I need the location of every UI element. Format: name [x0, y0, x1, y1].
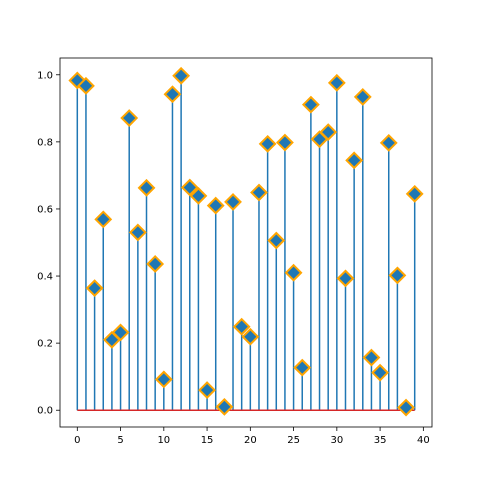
stem-marker	[172, 66, 191, 85]
stem-marker	[284, 263, 303, 282]
x-tick-label: 40	[417, 435, 430, 446]
x-tick-label: 30	[330, 435, 343, 446]
stem-marker	[250, 183, 268, 202]
stem-marker	[276, 133, 294, 152]
y-tick-label: 0.8	[37, 137, 53, 148]
y-tick-label: 0.4	[37, 272, 53, 283]
stem-marker	[345, 151, 364, 170]
stem-marker	[353, 87, 372, 106]
stem-marker	[293, 358, 312, 377]
x-tick-label: 10	[157, 435, 170, 446]
y-axis-ticks: 0.0 0.2 0.4 0.6 0.8 1.0	[37, 70, 60, 417]
stem-marker	[146, 255, 165, 273]
y-tick-label: 0.0	[37, 406, 53, 417]
stem-marker	[405, 184, 424, 203]
stem-marker	[206, 196, 225, 215]
stem-marker	[120, 109, 139, 127]
stem-marker	[362, 348, 381, 367]
stem-marker	[224, 192, 242, 211]
stem-marker	[319, 123, 338, 142]
x-tick-label: 25	[287, 435, 300, 446]
stem-marker	[94, 210, 113, 229]
stem-marker	[154, 370, 173, 389]
axes-frame	[59, 57, 433, 428]
stem-marker	[198, 381, 216, 400]
x-tick-label: 35	[374, 435, 387, 446]
stem-lines	[76, 75, 416, 411]
x-tick-label: 5	[117, 435, 123, 446]
stem-markers	[68, 66, 424, 417]
stem-marker	[77, 76, 95, 95]
stem-marker	[336, 269, 355, 288]
stem-marker	[327, 73, 346, 92]
stem-marker	[232, 317, 251, 336]
x-tick-label: 0	[74, 435, 80, 446]
x-tick-label: 20	[244, 435, 257, 446]
stem-marker	[180, 178, 199, 197]
stem-marker	[397, 398, 415, 417]
stem-marker	[111, 323, 130, 342]
stem-marker	[163, 85, 182, 104]
stem-marker	[301, 95, 320, 114]
stem-marker	[189, 186, 208, 205]
stem-marker	[85, 279, 104, 298]
y-tick-label: 1.0	[37, 70, 53, 81]
stem-marker	[371, 363, 390, 382]
stem-marker	[267, 231, 286, 250]
y-tick-label: 0.6	[37, 204, 53, 215]
x-tick-label: 15	[201, 435, 214, 446]
y-tick-label: 0.2	[37, 339, 53, 350]
stem-marker	[258, 134, 277, 153]
stem-marker	[241, 327, 260, 346]
stem-marker	[215, 397, 234, 416]
x-axis-ticks: 0 5 10 15 20 25 30 35 40	[74, 427, 430, 446]
stem-marker	[128, 223, 147, 242]
stem-marker	[379, 133, 398, 152]
stem-marker	[388, 266, 407, 285]
stem-marker	[137, 178, 156, 197]
